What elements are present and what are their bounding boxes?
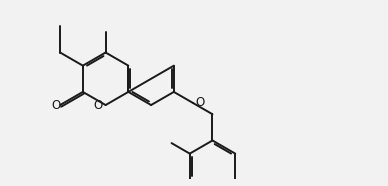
Text: O: O [51,99,61,112]
Text: O: O [94,99,103,112]
Text: O: O [195,96,204,109]
